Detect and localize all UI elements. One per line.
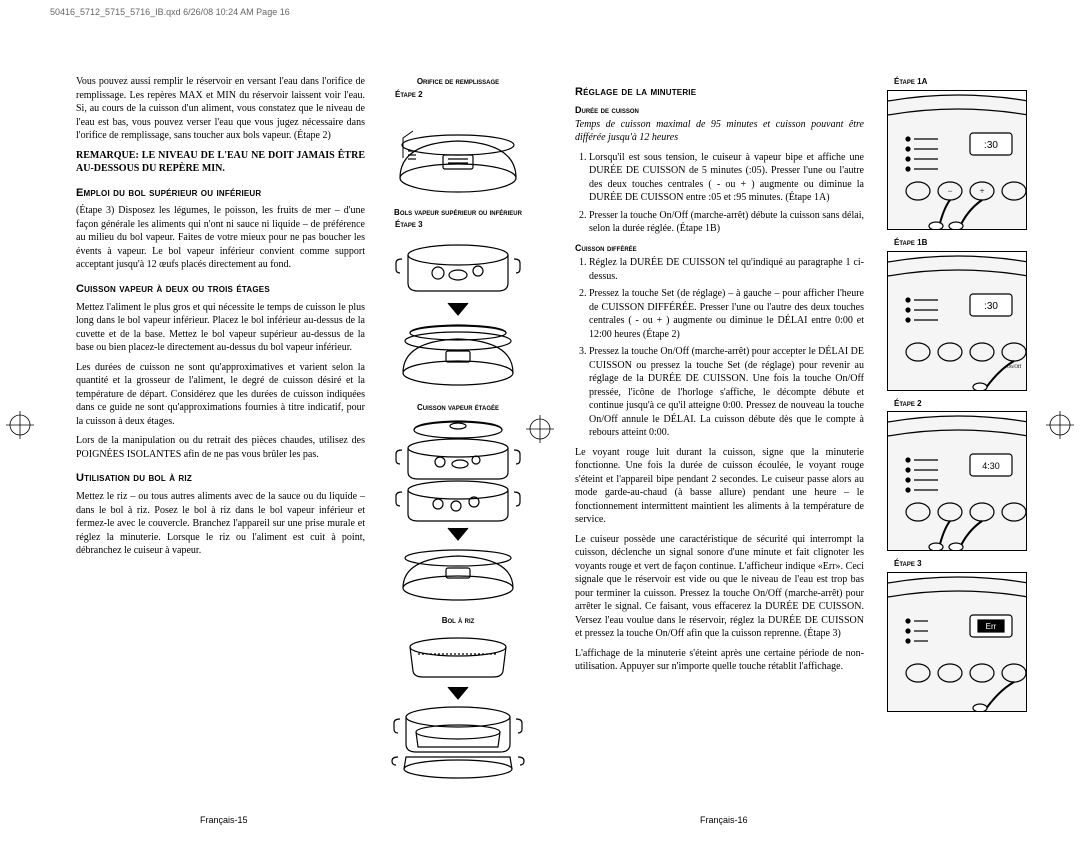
page-footer-right: Français-16	[700, 814, 748, 826]
right-illus-column: Étape 1A :30 − + Étape 1B	[872, 75, 1042, 789]
list-item: Pressez la touche On/Off (marche-arrêt) …	[589, 345, 864, 440]
step-label: Étape 3	[894, 559, 1034, 570]
control-panel-illus-2: 4:30	[887, 411, 1027, 551]
heading-bowl-usage: Emploi du bol supérieur ou inférieur	[76, 186, 365, 201]
illus-caption: Bol à riz	[381, 616, 535, 627]
control-panel-illus-1b: :30 On/Off	[887, 251, 1027, 391]
step-label: Étape 2	[894, 399, 1034, 410]
para: Les durées de cuisson ne sont qu'approxi…	[76, 361, 365, 429]
para: L'affichage de la minuterie s'éteint apr…	[575, 647, 864, 674]
instruction-list: Lorsqu'il est sous tension, le cuiseur à…	[589, 151, 864, 236]
para: Vous pouvez aussi remplir le réservoir e…	[76, 75, 365, 143]
heading-timer: Réglage de la minuterie	[575, 85, 864, 100]
illus-caption: Orifice de remplissage	[381, 77, 535, 88]
para: Mettez l'aliment le plus gros et qui néc…	[76, 301, 365, 355]
svg-text:4:30: 4:30	[982, 461, 1000, 471]
list-item: Presser la touche On/Off (marche-arrêt) …	[589, 209, 864, 236]
steamer-single-bowl-icon	[388, 233, 528, 393]
illus-caption: Cuisson vapeur étagée	[381, 403, 535, 414]
svg-text:+: +	[979, 186, 984, 196]
step-label: Étape 1A	[894, 77, 1034, 88]
steamer-stacked-icon	[388, 416, 528, 606]
para: Lors de la manipulation ou du retrait de…	[76, 434, 365, 461]
warning-note: REMARQUE: LE NIVEAU DE L'EAU NE DOIT JAM…	[76, 149, 365, 176]
left-illus-column: Orifice de remplissage Étape 2 Bols vape…	[373, 75, 543, 789]
step-label: Étape 3	[395, 220, 535, 231]
para: (Étape 3) Disposez les légumes, le poiss…	[76, 204, 365, 272]
doc-header: 50416_5712_5715_5716_IB.qxd 6/26/08 10:2…	[50, 6, 290, 18]
svg-text:−: −	[947, 186, 952, 196]
para: Le voyant rouge luit durant la cuisson, …	[575, 446, 864, 527]
heading-rice-bowl: Utilisation du bol à riz	[76, 471, 365, 486]
timer-note: Temps de cuisson maximal de 95 minutes e…	[575, 118, 864, 145]
svg-text:Err: Err	[986, 622, 997, 631]
para: Mettez le riz – ou tous autres aliments …	[76, 490, 365, 558]
left-text-column: Vous pouvez aussi remplir le réservoir e…	[68, 75, 373, 789]
heading-multi-stage: Cuisson vapeur à deux ou trois étages	[76, 282, 365, 297]
svg-text:On/Off: On/Off	[1007, 365, 1022, 370]
control-panel-illus-1a: :30 − +	[887, 90, 1027, 230]
instruction-list: Réglez la DURÉE DE CUISSON tel qu'indiqu…	[589, 256, 864, 440]
subheading-delayed: Cuisson différée	[575, 242, 864, 254]
illus-caption: Bols vapeur supérieur ou inférieur	[381, 208, 535, 219]
control-panel-illus-3: Err	[887, 572, 1027, 712]
para: Le cuiseur possède une caractéristique d…	[575, 533, 864, 641]
crop-mark-right	[1046, 424, 1074, 427]
steamer-base-icon	[388, 103, 528, 198]
list-item: Réglez la DURÉE DE CUISSON tel qu'indiqu…	[589, 256, 864, 283]
svg-text::30: :30	[984, 301, 998, 312]
list-item: Pressez la touche Set (de réglage) – à g…	[589, 287, 864, 341]
step-label: Étape 1B	[894, 238, 1034, 249]
page-footer-left: Français-15	[200, 814, 248, 826]
svg-text::30: :30	[984, 140, 998, 151]
rice-bowl-icon	[388, 629, 528, 779]
step-label: Étape 2	[395, 90, 535, 101]
subheading-duration: Durée de cuisson	[575, 104, 864, 116]
right-text-column: Réglage de la minuterie Durée de cuisson…	[567, 75, 872, 789]
list-item: Lorsqu'il est sous tension, le cuiseur à…	[589, 151, 864, 205]
